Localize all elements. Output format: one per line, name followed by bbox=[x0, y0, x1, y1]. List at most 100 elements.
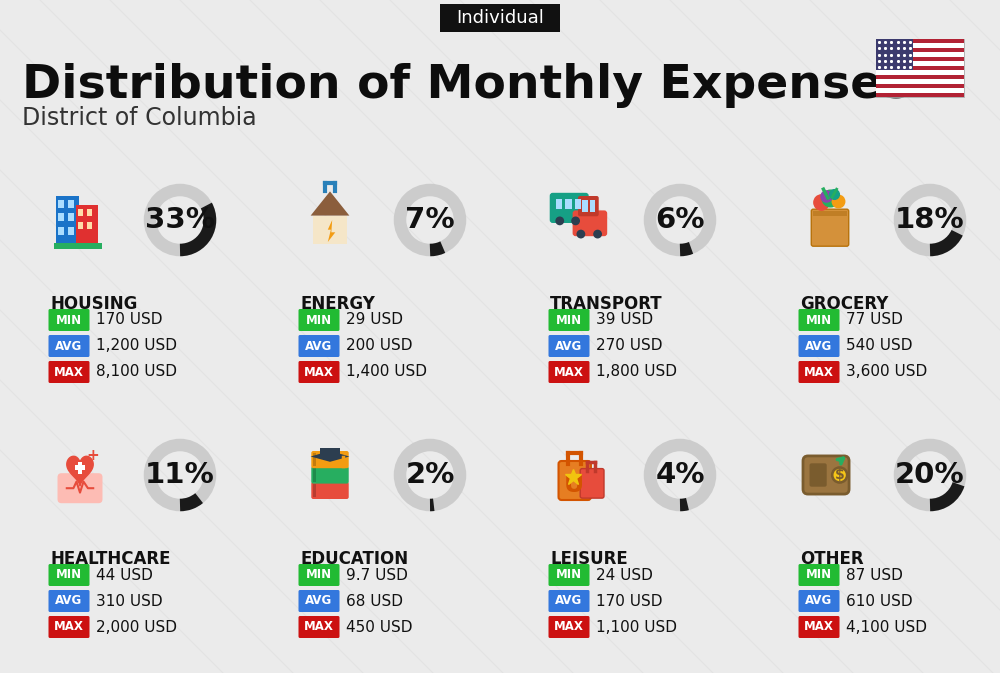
Text: 3,600 USD: 3,600 USD bbox=[846, 365, 927, 380]
Circle shape bbox=[571, 217, 580, 225]
FancyBboxPatch shape bbox=[298, 361, 340, 383]
FancyBboxPatch shape bbox=[548, 335, 590, 357]
FancyBboxPatch shape bbox=[48, 616, 90, 638]
FancyBboxPatch shape bbox=[876, 44, 964, 48]
FancyBboxPatch shape bbox=[798, 590, 840, 612]
FancyBboxPatch shape bbox=[68, 200, 74, 208]
FancyBboxPatch shape bbox=[876, 93, 964, 97]
FancyBboxPatch shape bbox=[798, 335, 840, 357]
Text: 310 USD: 310 USD bbox=[96, 594, 163, 608]
Text: EDUCATION: EDUCATION bbox=[300, 550, 408, 568]
Text: 77 USD: 77 USD bbox=[846, 312, 903, 328]
Polygon shape bbox=[328, 220, 335, 242]
Text: MIN: MIN bbox=[806, 314, 832, 326]
FancyBboxPatch shape bbox=[48, 309, 90, 331]
Text: 6%: 6% bbox=[655, 206, 705, 234]
FancyBboxPatch shape bbox=[298, 590, 340, 612]
FancyBboxPatch shape bbox=[440, 4, 560, 32]
FancyBboxPatch shape bbox=[798, 616, 840, 638]
FancyBboxPatch shape bbox=[58, 213, 64, 221]
FancyBboxPatch shape bbox=[320, 448, 340, 458]
Text: 1,400 USD: 1,400 USD bbox=[346, 365, 427, 380]
FancyBboxPatch shape bbox=[810, 463, 827, 487]
Circle shape bbox=[831, 466, 848, 484]
Text: MAX: MAX bbox=[554, 621, 584, 633]
FancyBboxPatch shape bbox=[876, 70, 964, 75]
Text: ENERGY: ENERGY bbox=[300, 295, 375, 313]
Text: 11%: 11% bbox=[145, 461, 215, 489]
FancyBboxPatch shape bbox=[876, 39, 913, 70]
FancyBboxPatch shape bbox=[58, 473, 102, 503]
Text: 68 USD: 68 USD bbox=[346, 594, 403, 608]
Text: +: + bbox=[86, 448, 99, 463]
Text: 450 USD: 450 USD bbox=[346, 620, 413, 635]
Text: GROCERY: GROCERY bbox=[800, 295, 888, 313]
FancyBboxPatch shape bbox=[48, 590, 90, 612]
Text: MAX: MAX bbox=[554, 365, 584, 378]
Text: MIN: MIN bbox=[56, 569, 82, 581]
FancyBboxPatch shape bbox=[87, 222, 92, 229]
FancyBboxPatch shape bbox=[58, 227, 64, 234]
Text: $: $ bbox=[835, 468, 845, 482]
FancyBboxPatch shape bbox=[876, 48, 964, 52]
Text: 24 USD: 24 USD bbox=[596, 567, 653, 583]
Text: MIN: MIN bbox=[306, 314, 332, 326]
FancyBboxPatch shape bbox=[582, 200, 588, 212]
FancyBboxPatch shape bbox=[68, 227, 74, 234]
FancyBboxPatch shape bbox=[311, 451, 349, 468]
Text: 33%: 33% bbox=[145, 206, 215, 234]
FancyBboxPatch shape bbox=[68, 213, 74, 221]
FancyBboxPatch shape bbox=[48, 564, 90, 586]
FancyBboxPatch shape bbox=[876, 66, 964, 70]
Text: AVG: AVG bbox=[55, 594, 83, 608]
FancyBboxPatch shape bbox=[876, 52, 964, 57]
FancyBboxPatch shape bbox=[578, 196, 599, 216]
FancyBboxPatch shape bbox=[298, 564, 340, 586]
Text: HEALTHCARE: HEALTHCARE bbox=[50, 550, 170, 568]
FancyBboxPatch shape bbox=[78, 462, 82, 474]
FancyBboxPatch shape bbox=[876, 57, 964, 61]
Text: TRANSPORT: TRANSPORT bbox=[550, 295, 663, 313]
FancyBboxPatch shape bbox=[876, 83, 964, 88]
FancyBboxPatch shape bbox=[813, 211, 847, 215]
Text: AVG: AVG bbox=[55, 339, 83, 353]
Circle shape bbox=[834, 469, 846, 481]
Text: 4,100 USD: 4,100 USD bbox=[846, 620, 927, 635]
FancyBboxPatch shape bbox=[313, 453, 316, 466]
FancyBboxPatch shape bbox=[298, 616, 340, 638]
Text: 44 USD: 44 USD bbox=[96, 567, 153, 583]
FancyBboxPatch shape bbox=[298, 309, 340, 331]
FancyBboxPatch shape bbox=[76, 205, 98, 244]
Polygon shape bbox=[311, 451, 349, 462]
Text: 87 USD: 87 USD bbox=[846, 567, 903, 583]
Text: Individual: Individual bbox=[456, 9, 544, 27]
Text: AVG: AVG bbox=[305, 594, 333, 608]
Text: OTHER: OTHER bbox=[800, 550, 864, 568]
FancyBboxPatch shape bbox=[78, 222, 83, 229]
Text: MIN: MIN bbox=[306, 569, 332, 581]
FancyBboxPatch shape bbox=[78, 209, 83, 216]
Text: 9.7 USD: 9.7 USD bbox=[346, 567, 408, 583]
Circle shape bbox=[576, 229, 585, 238]
Text: MIN: MIN bbox=[56, 314, 82, 326]
Text: 7%: 7% bbox=[405, 206, 455, 234]
Polygon shape bbox=[311, 191, 349, 215]
FancyBboxPatch shape bbox=[58, 200, 64, 208]
FancyBboxPatch shape bbox=[313, 484, 316, 497]
FancyBboxPatch shape bbox=[876, 39, 964, 44]
FancyBboxPatch shape bbox=[54, 243, 102, 250]
FancyBboxPatch shape bbox=[548, 564, 590, 586]
Text: MAX: MAX bbox=[304, 365, 334, 378]
Text: 270 USD: 270 USD bbox=[596, 339, 662, 353]
FancyBboxPatch shape bbox=[550, 192, 589, 223]
Text: 2,000 USD: 2,000 USD bbox=[96, 620, 177, 635]
FancyBboxPatch shape bbox=[590, 200, 595, 212]
Text: Distribution of Monthly Expenses: Distribution of Monthly Expenses bbox=[22, 63, 910, 108]
FancyBboxPatch shape bbox=[548, 361, 590, 383]
Text: MAX: MAX bbox=[54, 621, 84, 633]
FancyBboxPatch shape bbox=[311, 482, 349, 499]
FancyBboxPatch shape bbox=[876, 88, 964, 93]
Text: 29 USD: 29 USD bbox=[346, 312, 403, 328]
FancyBboxPatch shape bbox=[559, 461, 591, 500]
Text: MAX: MAX bbox=[304, 621, 334, 633]
